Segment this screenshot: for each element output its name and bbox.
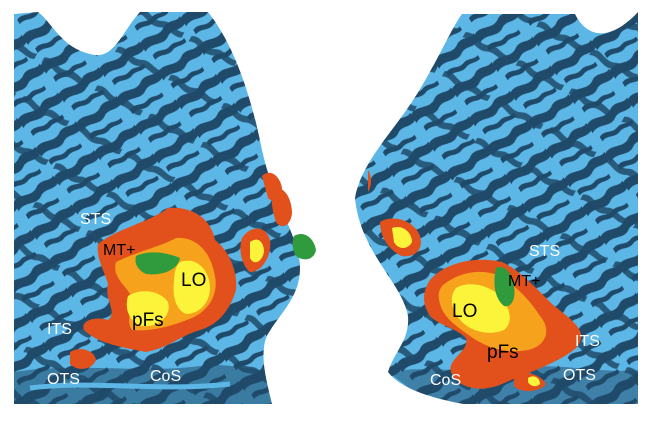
right-its-label: ITS <box>575 333 600 350</box>
left-its-label: ITS <box>47 321 72 338</box>
right-activation-map <box>368 170 582 392</box>
left-sts-label: STS <box>80 211 112 228</box>
right-hemisphere <box>355 12 638 404</box>
right-cos-label: CoS <box>430 372 462 389</box>
left-mt-label: MT+ <box>103 242 136 259</box>
left-pfs-label: pFs <box>132 310 164 331</box>
left-cos-label: CoS <box>150 368 182 385</box>
right-lo-label: LO <box>452 301 478 322</box>
left-lo-label: LO <box>181 270 207 291</box>
right-sts-label: STS <box>529 243 561 260</box>
left-activation-map <box>70 172 316 369</box>
right-pfs-label: pFs <box>487 342 519 363</box>
right-ots-label: OTS <box>563 367 596 384</box>
right-mt-label: MT+ <box>508 273 541 290</box>
left-ots-label: OTS <box>47 371 80 388</box>
